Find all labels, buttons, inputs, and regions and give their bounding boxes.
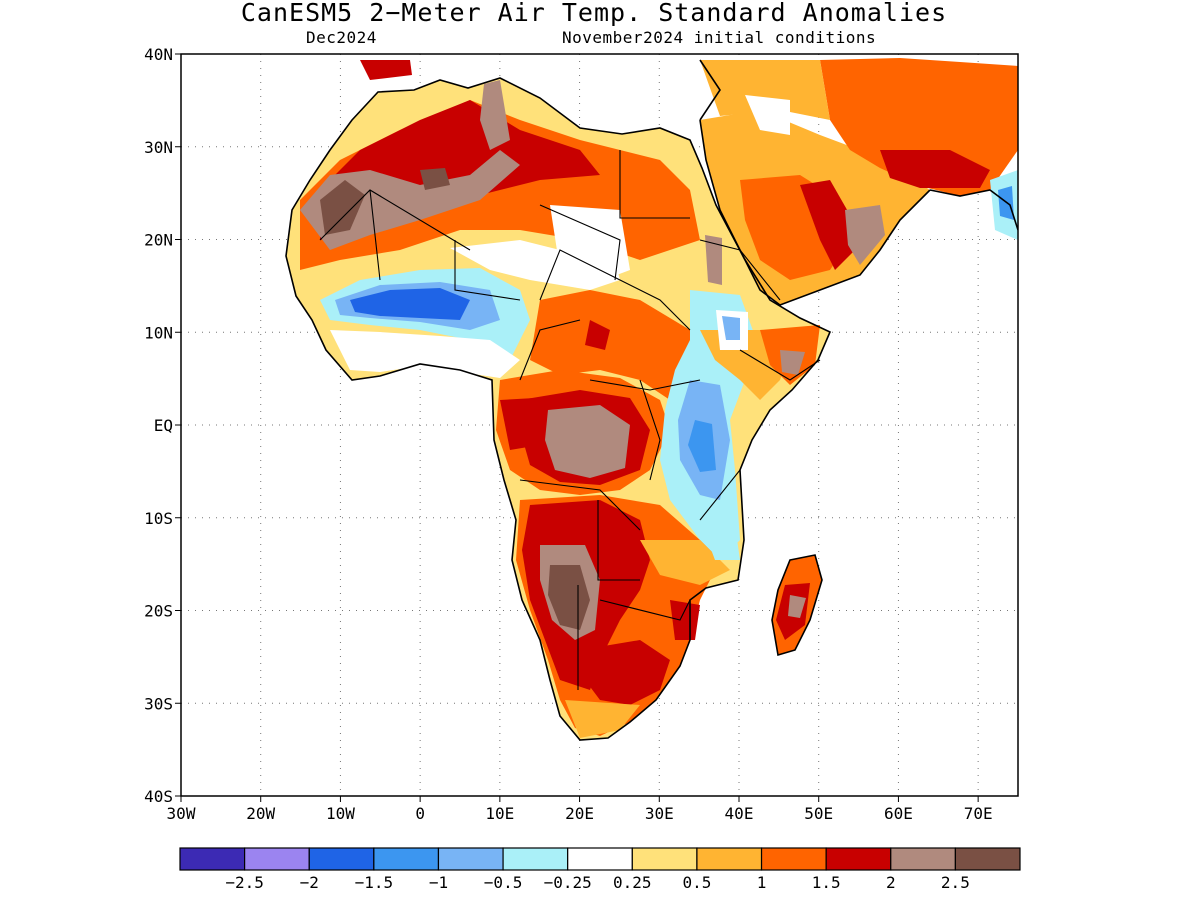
- lon-tick-label: 60E: [884, 804, 913, 823]
- colorbar-swatch: [308, 847, 375, 871]
- colorbar-label: −2: [300, 873, 319, 892]
- colorbar-label: −1.5: [355, 873, 394, 892]
- coastlines: [285, 59, 1018, 741]
- colorbar-label: 2.5: [941, 873, 970, 892]
- colorbar-swatch: [696, 847, 763, 871]
- colorbar-label: −1: [429, 873, 448, 892]
- colorbar-swatch: [631, 847, 698, 871]
- colorbar-swatch: [502, 847, 569, 871]
- colorbar-swatch: [437, 847, 504, 871]
- colorbar-swatch: [760, 847, 827, 871]
- lon-tick-label: 20W: [246, 804, 275, 823]
- lon-tick-label: 70E: [964, 804, 993, 823]
- colorbar-label: −0.5: [484, 873, 523, 892]
- colorbar-swatch: [179, 847, 246, 871]
- lon-tick-label: 40E: [725, 804, 754, 823]
- colorbar-label: 1.5: [812, 873, 841, 892]
- init-conditions-label: November2024 initial conditions: [562, 28, 877, 47]
- colorbar-swatch: [567, 847, 633, 871]
- lat-tick-label: 20N: [144, 231, 173, 250]
- map-title: CanESM5 2−Meter Air Temp. Standard Anoma…: [240, 0, 948, 27]
- colorbar-label: −2.5: [225, 873, 264, 892]
- map-axes: 30W 20W 10W 0 10E 20E 30E 40E 50E 60E 70E 40N 30N 20N…: [144, 45, 993, 823]
- lat-tick-label: 40N: [144, 45, 173, 64]
- colorbar-swatch: [244, 847, 310, 871]
- colorbar-label: 2: [886, 873, 896, 892]
- lat-tick-label: 30S: [144, 694, 173, 713]
- lat-tick-label: 10N: [144, 323, 173, 342]
- lat-tick-label: 10S: [144, 509, 173, 528]
- lon-tick-label: 0: [415, 804, 425, 823]
- colorbar-label: 1: [757, 873, 767, 892]
- lat-tick-label: 40S: [144, 787, 173, 806]
- colorbar-label: 0.25: [613, 873, 652, 892]
- anomaly-shading: [286, 58, 1018, 740]
- colorbar-label: −0.25: [544, 873, 592, 892]
- lat-tick-label: 20S: [144, 602, 173, 621]
- colorbar-label: 0.5: [682, 873, 711, 892]
- valid-month-label: Dec2024: [306, 28, 377, 47]
- lon-tick-label: 10E: [485, 804, 514, 823]
- colorbar-swatch: [373, 847, 440, 871]
- lon-tick-label: 20E: [565, 804, 594, 823]
- lat-tick-label: EQ: [154, 416, 173, 435]
- country-borders: [319, 150, 821, 690]
- colorbar-swatch: [954, 847, 1021, 871]
- lon-tick-label: 30E: [645, 804, 674, 823]
- lon-tick-label: 30W: [167, 804, 196, 823]
- colorbar: −2.5 −2 −1.5 −1 −0.5 −0.25 0.25 0.5 1 1.5 2 2.5: [179, 847, 1021, 892]
- colorbar-swatch: [825, 847, 892, 871]
- lon-tick-label: 50E: [804, 804, 833, 823]
- colorbar-swatch: [890, 847, 956, 871]
- lon-tick-label: 10W: [326, 804, 355, 823]
- lat-tick-label: 30N: [144, 138, 173, 157]
